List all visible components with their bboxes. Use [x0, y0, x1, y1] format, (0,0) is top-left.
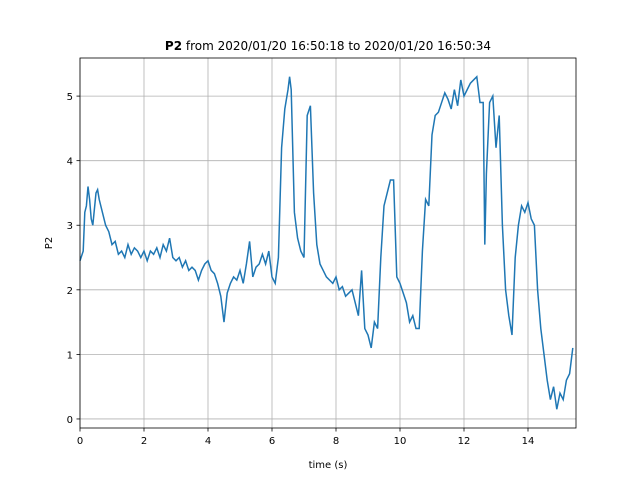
y-tick-label: 5: [67, 92, 73, 103]
x-tick-label: 2: [141, 436, 147, 447]
data-line: [79, 75, 574, 410]
x-tick-label: 12: [458, 436, 471, 447]
x-tick-label: 4: [205, 436, 211, 447]
y-tick-label: 2: [67, 286, 73, 297]
x-tick-label: 8: [333, 436, 339, 447]
x-tick-label: 6: [269, 436, 275, 447]
x-axis-label: time (s): [309, 460, 348, 471]
y-tick-label: 4: [67, 157, 73, 168]
title-rest: from 2020/01/20 16:50:18 to 2020/01/20 1…: [186, 39, 491, 53]
y-tick-label: 0: [67, 415, 73, 426]
x-tick-label: 10: [394, 436, 407, 447]
chart-title: P2 from 2020/01/20 16:50:18 to 2020/01/2…: [165, 39, 491, 53]
title-bold: P2: [165, 39, 182, 53]
y-axis-label: P2: [44, 237, 55, 249]
y-tick-label: 3: [67, 221, 73, 232]
x-tick-label: 0: [77, 436, 83, 447]
y-tick-label: 1: [67, 350, 73, 361]
x-tick-label: 14: [522, 436, 535, 447]
axes-frame: [79, 57, 577, 429]
